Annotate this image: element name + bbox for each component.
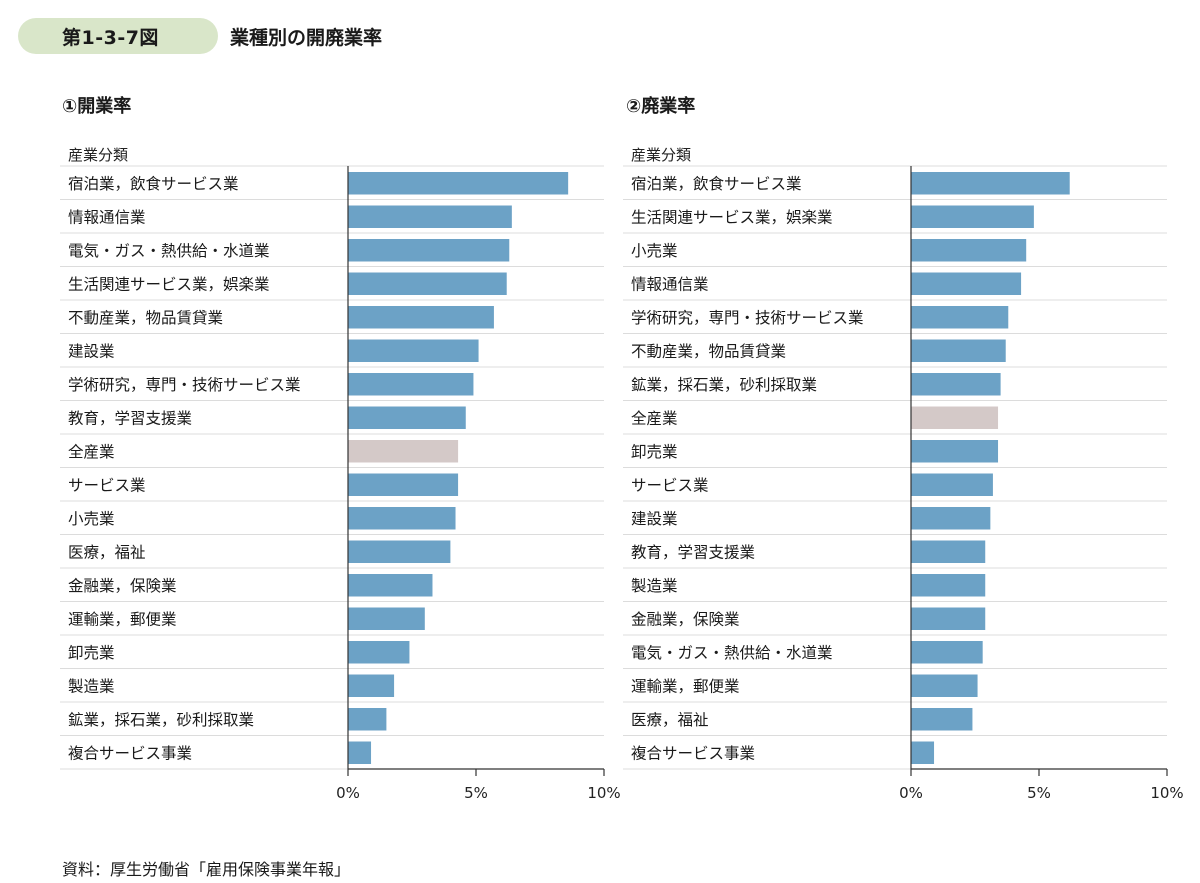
- category-header: 産業分類: [631, 146, 691, 164]
- bar: [348, 205, 512, 228]
- bar: [911, 540, 986, 563]
- category-label: 生活関連サービス業，娯楽業: [68, 275, 270, 293]
- bar: [348, 440, 459, 463]
- bar: [911, 440, 999, 463]
- category-label: 全産業: [631, 409, 678, 427]
- bar: [911, 205, 1034, 228]
- category-label: サービス業: [631, 476, 709, 494]
- category-label: 建設業: [68, 342, 115, 360]
- bar: [348, 406, 466, 429]
- category-label: 製造業: [68, 677, 115, 695]
- bar: [911, 607, 986, 630]
- bar: [911, 674, 978, 697]
- bar: [911, 741, 935, 764]
- bar: [348, 507, 456, 530]
- category-label: 教育，学習支援業: [631, 543, 755, 561]
- bar: [348, 172, 569, 195]
- category-label: 運輸業，郵便業: [68, 610, 177, 628]
- category-label: 情報通信業: [68, 208, 146, 226]
- category-label: 電気・ガス・熱供給・水道業: [631, 644, 833, 662]
- bar: [911, 239, 1027, 262]
- bar: [348, 272, 507, 295]
- bar: [348, 741, 372, 764]
- chart-title-closure-rate: ②廃業率: [626, 96, 696, 117]
- bar: [911, 339, 1006, 362]
- category-label: 金融業，保険業: [631, 610, 740, 628]
- category-label: 金融業，保険業: [68, 577, 177, 595]
- category-label: 卸売業: [68, 644, 115, 662]
- bar: [348, 306, 494, 329]
- bar: [348, 607, 425, 630]
- category-label: 運輸業，郵便業: [631, 677, 740, 695]
- x-tick-label: 5%: [464, 784, 488, 802]
- category-label: 鉱業，採石業，砂利採取業: [631, 376, 817, 394]
- bar: [911, 406, 999, 429]
- bar: [911, 708, 973, 731]
- category-label: 宿泊業，飲食サービス業: [631, 175, 802, 193]
- category-label: 鉱業，採石業，砂利採取業: [68, 711, 254, 729]
- figure-header: 第1-3-7図 業種別の開廃業率: [18, 18, 382, 54]
- bar: [348, 574, 433, 597]
- bar: [348, 641, 410, 664]
- x-tick-label: 0%: [899, 784, 923, 802]
- bar: [911, 641, 983, 664]
- category-label: 卸売業: [631, 443, 678, 461]
- source-note: 資料：厚生労働省「雇用保険事業年報」: [62, 860, 351, 879]
- bar: [348, 708, 387, 731]
- category-label: 生活関連サービス業，娯楽業: [631, 208, 833, 226]
- category-label: 教育，学習支援業: [68, 409, 192, 427]
- figure-number-badge: 第1-3-7図: [18, 18, 218, 54]
- category-label: 情報通信業: [631, 275, 709, 293]
- bar: [911, 172, 1070, 195]
- category-label: 製造業: [631, 577, 678, 595]
- category-label: 複合サービス事業: [631, 744, 755, 762]
- chart-title-opening-rate: ①開業率: [62, 96, 132, 117]
- bar: [911, 373, 1001, 396]
- bar: [348, 473, 459, 496]
- category-label: 電気・ガス・熱供給・水道業: [68, 242, 270, 260]
- bar: [911, 306, 1009, 329]
- bar: [911, 574, 986, 597]
- category-label: 全産業: [68, 443, 115, 461]
- bar: [348, 339, 479, 362]
- category-label: 不動産業，物品賃貸業: [631, 342, 786, 360]
- x-tick-label: 5%: [1027, 784, 1051, 802]
- category-label: 不動産業，物品賃貸業: [68, 309, 223, 327]
- category-label: 学術研究，専門・技術サービス業: [68, 376, 301, 394]
- category-label: 小売業: [68, 510, 115, 528]
- bar: [911, 473, 993, 496]
- category-label: 建設業: [631, 510, 678, 528]
- bar: [348, 239, 510, 262]
- figure-title: 業種別の開廃業率: [230, 26, 383, 49]
- bar: [348, 373, 474, 396]
- category-label: 学術研究，専門・技術サービス業: [631, 309, 864, 327]
- x-tick-label: 10%: [1150, 784, 1183, 802]
- category-label: 宿泊業，飲食サービス業: [68, 175, 239, 193]
- category-label: 医療，福祉: [68, 543, 146, 561]
- category-header: 産業分類: [68, 146, 128, 164]
- category-label: 複合サービス事業: [68, 744, 192, 762]
- bar: [911, 272, 1022, 295]
- x-tick-label: 0%: [336, 784, 360, 802]
- category-label: 小売業: [631, 242, 678, 260]
- bar: [911, 507, 991, 530]
- category-label: サービス業: [68, 476, 146, 494]
- bar: [348, 540, 451, 563]
- bar: [348, 674, 395, 697]
- category-label: 医療，福祉: [631, 711, 709, 729]
- x-tick-label: 10%: [587, 784, 620, 802]
